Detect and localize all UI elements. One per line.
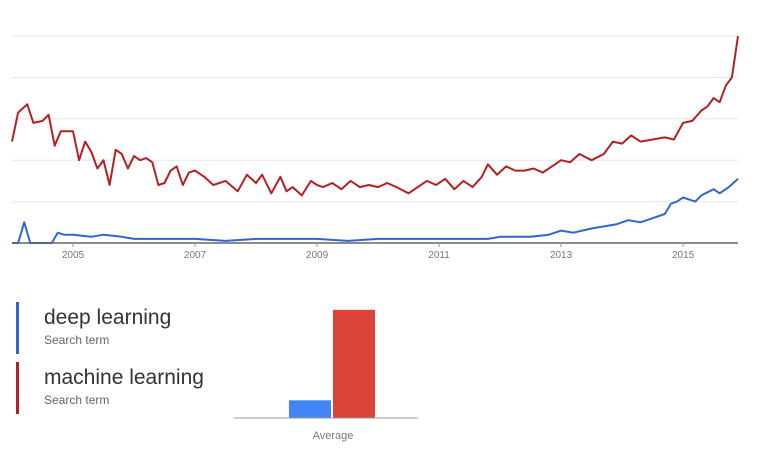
average-bar-chart: Average <box>234 309 418 442</box>
x-tick-label: 2009 <box>306 250 329 261</box>
trend-line-chart: 2005 2007 2009 2011 2013 2015 <box>11 35 739 261</box>
average-bar-deep-learning <box>289 400 331 418</box>
x-axis-ticks: 2005 2007 2009 2011 2013 2015 <box>62 243 695 261</box>
x-tick-label: 2011 <box>428 250 450 261</box>
series-line-deep-learning <box>12 178 739 244</box>
legend-color-swatch <box>16 302 19 354</box>
x-tick-label: 2015 <box>672 250 695 261</box>
x-tick-label: 2013 <box>550 250 573 261</box>
series-line-machine-learning <box>11 35 739 197</box>
series-lines <box>11 35 739 244</box>
average-bars <box>289 309 375 418</box>
legend-term: machine learning <box>44 366 204 389</box>
x-tick-label: 2005 <box>62 250 85 261</box>
x-tick-label: 2007 <box>184 250 207 261</box>
average-category-label: Average <box>313 430 354 442</box>
legend-term: deep learning <box>44 306 172 329</box>
legend-subtitle: Search term <box>44 333 110 347</box>
grid-lines <box>12 35 738 203</box>
legend-subtitle: Search term <box>44 393 110 407</box>
average-bar-machine-learning <box>333 309 375 418</box>
legend-color-swatch <box>16 362 19 414</box>
